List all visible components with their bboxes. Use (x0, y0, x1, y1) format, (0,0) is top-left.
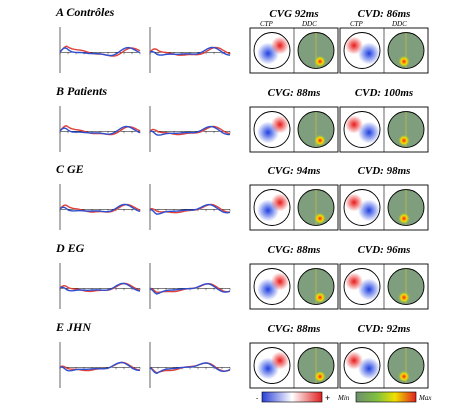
row-label: C GE (56, 162, 84, 176)
wave-blue (59, 282, 141, 292)
row-label: E JHN (55, 320, 92, 334)
wave-blue (59, 46, 141, 57)
erp-plot (59, 27, 141, 73)
wave-blue (59, 203, 141, 213)
legend-minus: - (256, 394, 259, 402)
row-3: D EG CVG: 88ms CVD: 96ms (55, 241, 429, 310)
row-label: B Patients (55, 84, 107, 98)
map-title: CVD: 96ms (358, 244, 411, 256)
ctp-label: CTP (350, 20, 364, 28)
wave-blue (59, 361, 140, 372)
ctp-label: CTP (260, 20, 274, 28)
ddc-label: DDC (301, 20, 317, 28)
map-title: CVG 92ms (269, 8, 318, 20)
map-title: CVD: 86ms (358, 8, 411, 20)
legend-min: Min (337, 394, 350, 402)
cvd-maps: CVD: 96ms (339, 244, 429, 310)
erp-plot (149, 27, 231, 73)
cvg-maps: CVG: 88ms (249, 244, 339, 310)
cvd-maps: CVD: 100ms (339, 87, 429, 153)
cvd-maps: CVD: 98ms (339, 165, 429, 231)
row-4: E JHN CVG: 88ms CVD: 92ms (55, 320, 429, 389)
erp-plot (59, 342, 141, 388)
map-title: CVG: 88ms (268, 323, 321, 335)
erp-plot (149, 263, 231, 309)
wave-blue (149, 203, 231, 215)
color-legend: - + Min Max (256, 391, 432, 403)
map-title: CVD: 100ms (355, 87, 413, 99)
map-title: CVG: 88ms (268, 87, 321, 99)
map-title: CVG: 94ms (268, 165, 321, 177)
erp-plot (59, 184, 141, 230)
bipolar-scale-bar (261, 391, 323, 403)
erp-plot (59, 106, 141, 152)
row-label: A Contrôles (55, 5, 115, 19)
wave-blue (59, 125, 141, 135)
erp-plot (149, 342, 231, 388)
wave-blue (149, 46, 231, 56)
wave-blue (149, 283, 231, 295)
legend-plus: + (325, 393, 330, 403)
wave-blue (149, 362, 231, 375)
row-2: C GE CVG: 94ms CVD: 98ms (56, 162, 429, 231)
cvg-maps: CVG: 88ms (249, 87, 339, 153)
wave-blue (149, 125, 231, 136)
cvd-maps: CVD: 92ms (339, 323, 429, 389)
legend-max: Max (418, 394, 432, 402)
erp-plot (59, 263, 141, 309)
map-title: CVD: 92ms (358, 323, 411, 335)
ddc-label: DDC (391, 20, 407, 28)
cvg-maps: CVG: 88ms (249, 323, 339, 389)
row-label: D EG (55, 241, 85, 255)
cvg-maps: CVG: 94ms (249, 165, 339, 231)
magnitude-scale-bar (355, 391, 417, 403)
map-title: CVD: 98ms (358, 165, 411, 177)
row-1: B Patients CVG: 88ms CVD: 100ms (55, 84, 429, 153)
erp-plot (149, 184, 231, 230)
map-title: CVG: 88ms (268, 244, 321, 256)
erp-plot (149, 106, 231, 152)
